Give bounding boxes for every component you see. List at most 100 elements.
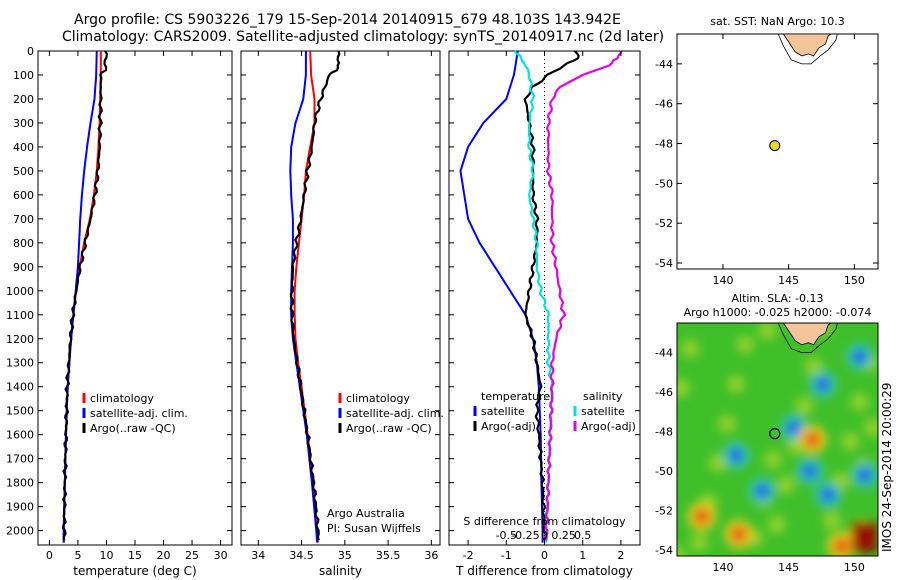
panel-frame-salinity [240, 50, 441, 546]
sla-high-core [833, 538, 850, 555]
sal-xtick-label: 34 [251, 549, 265, 562]
sal-xtick-label: 36 [424, 549, 438, 562]
temp-xtick-label: 10 [99, 549, 113, 562]
sla-title-line2: Argo h1000: -0.025 h2000: -0.074 [684, 306, 872, 319]
sla-texture-blob [863, 418, 878, 437]
sla-ytick-label: -46 [655, 386, 673, 399]
sla-texture-blob [727, 375, 746, 394]
argo-float-marker [769, 140, 781, 152]
salinity-legend-title: salinity [583, 390, 623, 403]
sal-xtick-label: 35.5 [376, 549, 401, 562]
figure-title-line2: Climatology: CARS2009. Satellite-adjuste… [62, 29, 665, 45]
sla-low-core [852, 349, 867, 364]
tdiff-axis-label: T difference from climatology [455, 564, 633, 578]
sla-texture-blob [681, 339, 700, 358]
depth-ytick-label: 600 [13, 189, 34, 202]
sst-shelf-contour [777, 33, 838, 65]
sla-strong-high [851, 522, 878, 553]
sal-legend-label: Argo(..raw -QC) [346, 422, 432, 435]
sla-xtick-label: 140 [712, 561, 733, 574]
depth-ytick-label: 1200 [6, 333, 34, 346]
sal-legend-label: climatology [346, 392, 410, 405]
depth-ytick-label: 1600 [6, 429, 34, 442]
sst-xtick-label: 150 [844, 274, 865, 287]
panel-salinity: 34 34.5 35 35.5 36 salinity climatology satelli… [240, 50, 444, 578]
series-line-climatology [62, 51, 102, 543]
argo-australia-label: Argo Australia [327, 507, 405, 520]
sal-xtick-label: 34.5 [289, 549, 314, 562]
sla-low-core [755, 483, 770, 498]
depth-ytick-label: 200 [13, 93, 34, 106]
series-line-temperature-argo-adj- [523, 50, 580, 541]
figure-title-line1: Argo profile: CS 5903226_179 15-Sep-2014… [74, 12, 621, 28]
sla-texture-blob [841, 432, 860, 451]
sdiff-tick-label: -0.25 [511, 529, 539, 542]
sst-map-frame [676, 33, 879, 270]
pi-name-label: PI: Susan Wijffels [327, 522, 421, 535]
temp-xtick-label: 5 [74, 549, 81, 562]
sla-texture-blob [804, 357, 823, 376]
sla-tasmania-landmass [782, 322, 832, 346]
sla-map-panel: -44 -46 -48 -50 -52 -54 140 145 150 Altim. SLA: -… [655, 292, 879, 574]
depth-ytick-label: 1800 [6, 477, 34, 490]
tasmania-landmass [782, 33, 832, 57]
temp-legend-label: climatology [90, 392, 154, 405]
depth-ytick-label: 400 [13, 141, 34, 154]
depth-ytick-label: 1100 [6, 309, 34, 322]
tdiff-xtick-label: 2 [617, 549, 624, 562]
sal-xtick-label: 35 [338, 549, 352, 562]
sla-low-core [857, 468, 872, 483]
temp-xtick-label: 20 [157, 549, 171, 562]
sla-blobs [677, 323, 878, 556]
depth-ytick-label: 1400 [6, 381, 34, 394]
series-line-satellite-adj-clim- [62, 50, 98, 543]
depth-ytick-label: 800 [13, 237, 34, 250]
sst-ytick-label: -50 [655, 177, 673, 190]
sst-xtick-label: 145 [778, 274, 799, 287]
series-line-argo-raw-qc- [61, 50, 109, 541]
sla-texture-blob [677, 379, 690, 398]
temperature-legend-title: temperature [481, 390, 550, 403]
tdiff-legend-label: satellite [481, 405, 525, 418]
sla-low-core [802, 464, 817, 479]
sst-map-panel: -44 -46 -48 -50 -52 -54 140 145 150 sat. SST: NaN… [655, 15, 879, 287]
sla-ytick-label: -54 [655, 544, 673, 557]
sla-low-core [729, 448, 744, 463]
sdiff-tick-label: 0 [541, 529, 548, 542]
temp-xtick-label: 0 [46, 549, 53, 562]
sla-high-core [693, 508, 710, 525]
sst-xtick-label: 140 [712, 274, 733, 287]
tdiff-xtick-label: -1 [501, 549, 512, 562]
sdiff-tick-label: 0.5 [574, 529, 592, 542]
temperature-axis-label: temperature (deg C) [73, 564, 196, 578]
sla-texture-blob [777, 475, 796, 494]
depth-ytick-label: 700 [13, 213, 34, 226]
temp-xtick-label: 15 [128, 549, 142, 562]
sst-ytick-label: -46 [655, 98, 673, 111]
sla-high-core [730, 526, 747, 543]
depth-ytick-label: 1000 [6, 285, 34, 298]
sla-ytick-label: -44 [655, 347, 673, 360]
temp-legend-label: satellite-adj. clim. [90, 407, 188, 420]
sal-legend-label: satellite-adj. clim. [346, 407, 444, 420]
depth-ytick-label: 300 [13, 117, 34, 130]
sla-xtick-label: 150 [844, 561, 865, 574]
depth-ytick-label: 900 [13, 261, 34, 274]
sla-shelf-contour [777, 322, 838, 353]
salinity-axis-label: salinity [319, 564, 362, 578]
sla-high-core [804, 431, 821, 448]
sla-texture-blob [758, 323, 777, 340]
series-line-salinity-satellite [513, 50, 555, 543]
sla-low-core [815, 377, 830, 392]
sla-texture-blob [690, 533, 709, 552]
sdiff-tick-label: -0.5 [496, 529, 517, 542]
sla-title-line1: Altim. SLA: -0.13 [731, 292, 823, 305]
panel-difference: -2 -1 0 1 2 -0.5-0.25 0 0.250.5S difference fro… [448, 50, 641, 578]
sla-texture-blob [823, 511, 842, 530]
tdiff-legend-label: Argo(-adj) [481, 420, 536, 433]
sst-ytick-label: -48 [655, 138, 673, 151]
sla-texture-blob [677, 547, 686, 556]
sla-map-frame [676, 322, 879, 557]
depth-ytick-label: 0 [27, 45, 34, 58]
